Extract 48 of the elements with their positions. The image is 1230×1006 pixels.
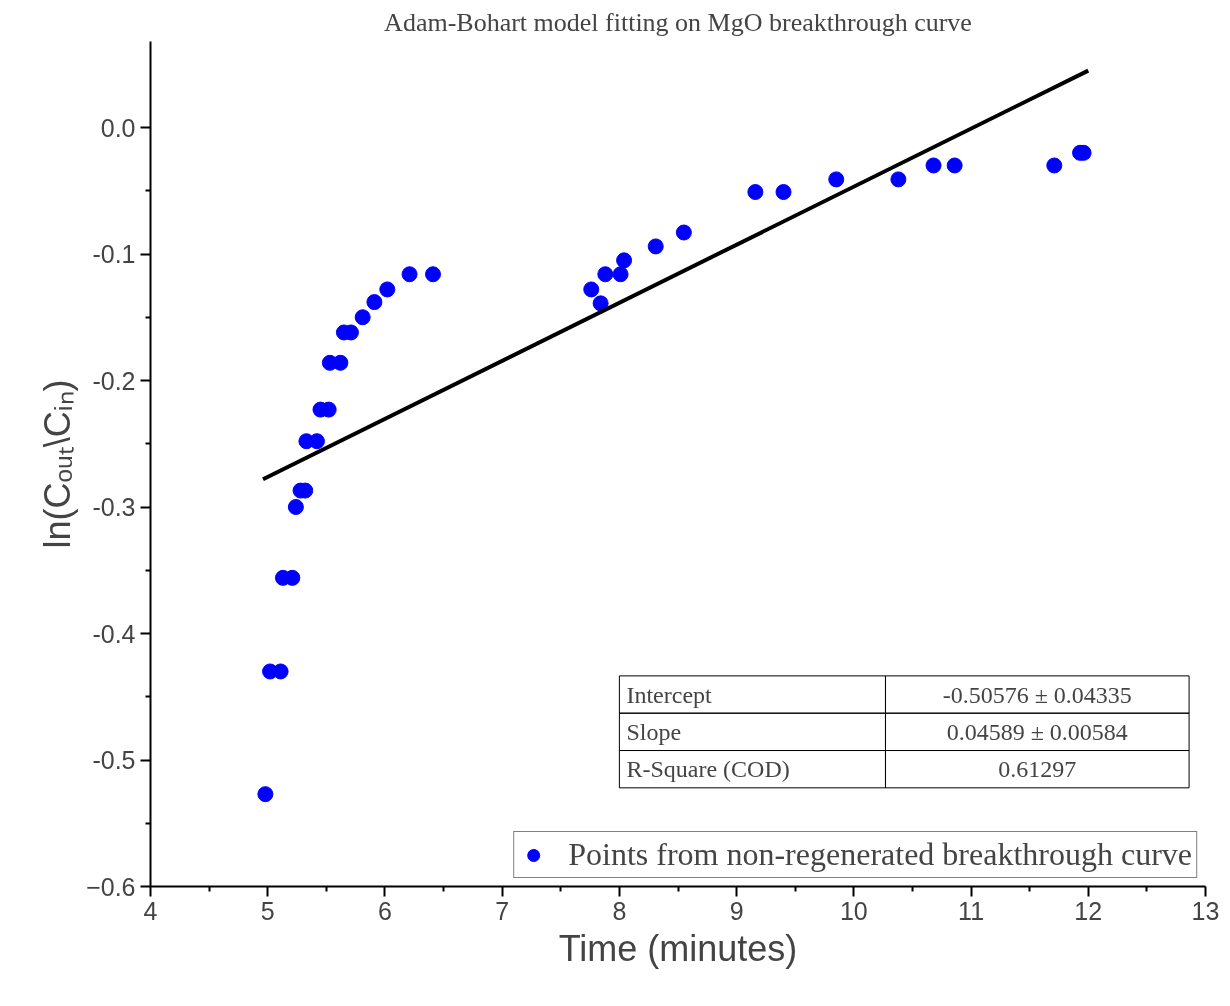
point bbox=[287, 499, 304, 515]
annotation: -0.50576 ± 0.04335 bbox=[942, 681, 1132, 708]
point bbox=[675, 224, 692, 241]
y-tick-label: -0.5 bbox=[92, 746, 136, 774]
point bbox=[828, 171, 845, 188]
x-tick-label: 9 bbox=[729, 896, 744, 925]
point bbox=[890, 171, 907, 188]
point bbox=[775, 184, 792, 201]
point bbox=[257, 786, 274, 803]
x-axis-title: Time (minutes) bbox=[558, 927, 798, 969]
annotation: Slope bbox=[626, 718, 682, 745]
point bbox=[583, 281, 600, 298]
x-tick-label: 5 bbox=[260, 896, 275, 925]
x-tick-label: 4 bbox=[143, 896, 158, 925]
chart-title: Adam-Bohart model fitting on MgO breakthrough curve bbox=[384, 7, 972, 37]
y-tick-label: -0.4 bbox=[92, 619, 136, 648]
x-tick-label: 8 bbox=[612, 896, 627, 925]
point bbox=[354, 309, 371, 326]
point bbox=[1046, 157, 1063, 174]
annotation: Intercept bbox=[626, 681, 713, 708]
point bbox=[425, 266, 442, 283]
point bbox=[616, 252, 633, 269]
x-tick-label: 6 bbox=[377, 896, 392, 925]
point bbox=[366, 294, 383, 311]
x-tick-label: 13 bbox=[1191, 896, 1220, 925]
y-tick-label: 0.0 bbox=[100, 113, 136, 142]
y-axis-title: ln(Cₒᵤₜ\Cᵢₙ) bbox=[37, 379, 79, 549]
point bbox=[592, 295, 609, 312]
point bbox=[946, 157, 963, 174]
x-tick-label: 11 bbox=[958, 896, 985, 925]
point bbox=[747, 184, 764, 201]
point bbox=[647, 238, 664, 255]
point bbox=[925, 157, 942, 174]
y-tick-label: -0.2 bbox=[92, 366, 136, 395]
x-tick-label: 12 bbox=[1074, 896, 1103, 925]
x-tick-label: 7 bbox=[495, 896, 510, 925]
x-tick-label: 10 bbox=[839, 896, 868, 925]
annotation: 0.04589 ± 0.00584 bbox=[946, 718, 1128, 745]
y-tick-label: -0.1 bbox=[92, 240, 136, 269]
annotation: R-Square (COD) bbox=[626, 756, 790, 783]
point bbox=[612, 266, 629, 283]
y-tick-label: −0.6 bbox=[86, 872, 136, 901]
point bbox=[379, 281, 396, 298]
y-tick-label: -0.3 bbox=[92, 493, 136, 522]
annotation: 0.61297 bbox=[998, 755, 1077, 782]
point bbox=[401, 266, 418, 283]
legend-label: Points from non-regenerated breakthrough curve bbox=[568, 836, 1192, 873]
point bbox=[597, 266, 614, 283]
